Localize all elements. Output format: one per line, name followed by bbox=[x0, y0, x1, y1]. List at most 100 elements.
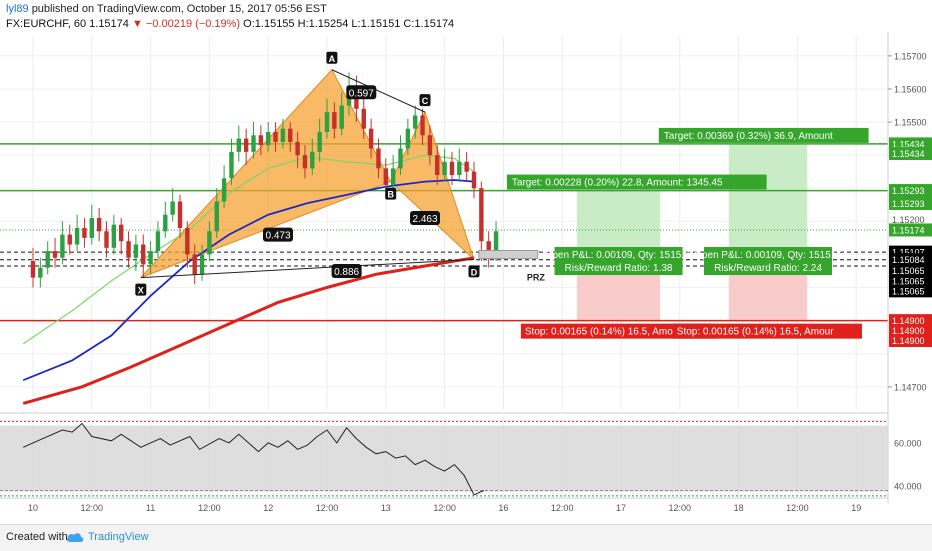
candle-body bbox=[163, 214, 168, 232]
publish-info: lyl89 published on TradingView.com, Octo… bbox=[6, 3, 327, 15]
candle-body bbox=[221, 178, 227, 202]
position-stop-label: Stop: 0.00165 (0.14%) 16.5, Amour bbox=[677, 327, 834, 338]
ratio-label-box bbox=[410, 211, 440, 226]
pattern-point-box bbox=[326, 51, 338, 64]
candle-body bbox=[229, 151, 234, 179]
pattern-point-a: A bbox=[329, 54, 336, 64]
axis-price-label-box bbox=[889, 324, 932, 338]
axis-price-label-box bbox=[889, 196, 932, 210]
time-tick-label: 12:00 bbox=[198, 503, 221, 513]
axis-price-label-box bbox=[889, 264, 932, 278]
position-profit-zone bbox=[728, 143, 808, 267]
candle-body bbox=[82, 227, 87, 238]
candle-body bbox=[302, 155, 308, 169]
axis-price-label: 1.14900 bbox=[892, 326, 925, 336]
candle-body bbox=[67, 234, 72, 245]
axis-price-label: 1.15200 bbox=[892, 215, 925, 225]
candle-body bbox=[89, 218, 94, 238]
position-stop-label: Stop: 0.00165 (0.14%) 16.5, Amount bbox=[525, 327, 687, 338]
time-tick-label: 12 bbox=[263, 503, 273, 513]
candle-body bbox=[111, 224, 117, 248]
candle-body bbox=[288, 128, 293, 142]
time-tick-label: 19 bbox=[851, 503, 861, 513]
ratio-label-box bbox=[263, 227, 293, 242]
position-target-label-box bbox=[658, 127, 869, 143]
candle-body bbox=[207, 231, 212, 255]
candle-body bbox=[155, 231, 161, 252]
candle-body bbox=[324, 112, 330, 132]
candle-body bbox=[317, 131, 322, 152]
candle-body bbox=[413, 115, 418, 129]
candle-body bbox=[243, 138, 249, 152]
symbol-name[interactable]: FX:EURCHF, 60 bbox=[6, 18, 87, 30]
time-tick-label: 18 bbox=[734, 503, 744, 513]
axis-price-label: 1.15084 bbox=[892, 255, 925, 265]
axis-price-label: 1.15107 bbox=[892, 248, 925, 258]
candle-body bbox=[251, 135, 256, 152]
candle-body bbox=[104, 231, 109, 248]
candle-body bbox=[493, 231, 499, 258]
ma-blue-line bbox=[22, 179, 475, 382]
axis-price-label-box bbox=[889, 284, 932, 298]
publisher-username[interactable]: lyl89 bbox=[6, 3, 29, 15]
ratio-label-box bbox=[331, 263, 362, 278]
candle-body bbox=[464, 161, 469, 172]
axis-price-label-box bbox=[889, 213, 932, 227]
candle-body bbox=[177, 201, 183, 228]
ratio-label: 0.886 bbox=[334, 267, 359, 278]
price-tick-label: 1.15500 bbox=[894, 118, 927, 128]
axis-price-label: 1.14900 bbox=[892, 316, 925, 326]
tradingview-brand-link[interactable]: TradingView bbox=[88, 531, 149, 543]
candle-body bbox=[60, 234, 65, 258]
symbol-legend: FX:EURCHF, 60 1.15174 ▼ −0.00219 (−0.19%… bbox=[6, 18, 454, 30]
price-tick-label: 1.14700 bbox=[894, 382, 927, 392]
trading-chart[interactable]: PRZ 0.597 0.473 2.463 0.886 X A B C D Target: 0.00… bbox=[0, 0, 932, 524]
axis-price-label: 1.15065 bbox=[892, 286, 925, 296]
pattern-point-b: B bbox=[387, 190, 394, 200]
price-tick-label: 1.15700 bbox=[894, 51, 927, 61]
footer-bar: Created with TradingView bbox=[0, 524, 932, 551]
candle-body bbox=[280, 128, 286, 142]
candle-body bbox=[310, 151, 315, 169]
axis-price-label: 1.15065 bbox=[892, 266, 925, 276]
pattern-ac-line bbox=[331, 69, 426, 113]
candle-body bbox=[236, 138, 241, 152]
candle-body bbox=[141, 244, 146, 265]
rsi-line bbox=[22, 422, 485, 496]
axis-price-label-box bbox=[889, 274, 932, 288]
position-target-label: Target: 0.00228 (0.20%) 22.8, Amount: 13… bbox=[512, 178, 723, 189]
candle-body bbox=[361, 108, 366, 129]
candle-body bbox=[133, 244, 139, 258]
candle-body bbox=[38, 267, 43, 278]
candle-body bbox=[332, 112, 337, 129]
time-tick-label: 12:00 bbox=[81, 503, 104, 513]
candle-body bbox=[368, 128, 374, 149]
candle-body bbox=[266, 131, 271, 146]
time-tick-label: 11 bbox=[146, 503, 155, 513]
candle-body bbox=[339, 105, 344, 129]
axis-price-label: 1.15174 bbox=[892, 225, 925, 235]
candle-body bbox=[74, 227, 80, 245]
time-tick-label: 12:00 bbox=[433, 503, 456, 513]
time-tick-label: 17 bbox=[616, 503, 626, 513]
axis-price-label-box bbox=[889, 314, 932, 328]
candle-body bbox=[471, 171, 477, 189]
candle-body bbox=[126, 241, 131, 258]
position-target-label-box bbox=[506, 174, 767, 190]
pattern-point-box bbox=[468, 265, 480, 278]
candle-body bbox=[273, 131, 278, 142]
candle-body bbox=[170, 201, 175, 215]
time-tick-label: 16 bbox=[498, 503, 508, 513]
prz-box[interactable] bbox=[478, 249, 539, 259]
time-tick-label: 13 bbox=[381, 503, 391, 513]
ohlc-values: O:1.15155 H:1.15254 L:1.15151 C:1.15174 bbox=[243, 18, 455, 30]
price-change: ▼ −0.00219 (−0.19%) bbox=[131, 18, 241, 30]
tradingview-cloud-icon bbox=[66, 533, 84, 542]
candle-body bbox=[96, 218, 102, 232]
candle-body bbox=[45, 251, 50, 268]
candle-body bbox=[390, 168, 396, 185]
candle-body bbox=[405, 128, 411, 149]
axis-price-label-box bbox=[889, 223, 932, 237]
rsi-tick-label: 60.000 bbox=[894, 438, 922, 448]
candle-body bbox=[148, 251, 153, 265]
